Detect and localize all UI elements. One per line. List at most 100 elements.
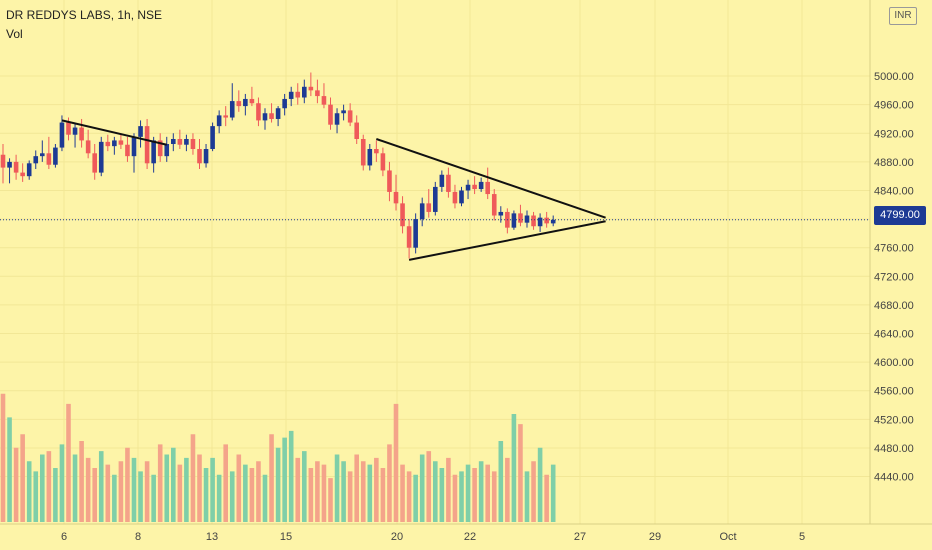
x-tick-label: Oct <box>719 531 736 543</box>
candle-body <box>433 186 438 212</box>
volume-bar <box>485 464 490 522</box>
candle-body <box>367 149 373 166</box>
volume-bar <box>347 471 353 522</box>
volume-bar <box>537 447 543 522</box>
volume-bar <box>328 478 333 522</box>
candle-body <box>302 86 307 98</box>
x-tick-label: 5 <box>799 531 805 543</box>
volume-bar <box>112 474 117 522</box>
volume-bar <box>491 471 497 522</box>
candle-body <box>531 215 536 227</box>
volume-bar <box>20 434 25 522</box>
volume-bar <box>550 464 556 522</box>
y-tick-label: 5000.00 <box>874 71 914 83</box>
volume-bar <box>472 468 477 522</box>
volume-bar <box>282 437 287 522</box>
candle-body <box>66 122 71 135</box>
volume-bar <box>341 461 346 522</box>
volume-bar <box>393 403 399 522</box>
candle-body <box>511 213 517 228</box>
y-tick-label: 4720.00 <box>874 271 914 283</box>
volume-bar <box>138 471 143 522</box>
volume-bar <box>216 474 222 522</box>
y-tick-label: 4480.00 <box>874 443 914 455</box>
symbol-title[interactable]: DR REDDYS LABS, 1h, NSE <box>6 8 163 22</box>
candle-body <box>459 190 464 204</box>
volume-bar <box>157 444 163 522</box>
volume-bar <box>177 464 183 522</box>
y-tick-label: 4920.00 <box>874 128 914 140</box>
volume-bar <box>236 454 242 522</box>
volume-bar <box>269 434 274 522</box>
candle-body <box>334 113 340 125</box>
candle-body <box>79 127 84 141</box>
candle-body <box>20 172 25 177</box>
volume-bar <box>531 461 536 522</box>
candle-body <box>203 149 209 164</box>
candle-body <box>315 90 320 97</box>
candle-body <box>40 153 45 157</box>
y-tick-label: 4760.00 <box>874 243 914 255</box>
volume-bar <box>360 461 366 522</box>
candle-body <box>72 127 78 135</box>
volume-bar <box>374 457 379 522</box>
candle-body <box>118 140 124 145</box>
volume-bar <box>249 468 255 522</box>
candle-body <box>485 181 490 195</box>
volume-bar <box>511 414 517 522</box>
volume-bar <box>26 461 32 522</box>
candle-body <box>105 141 111 147</box>
volume-bar <box>505 457 510 522</box>
volume-bar <box>53 468 58 522</box>
candles <box>0 72 556 259</box>
volume-bar <box>426 451 432 522</box>
volume-bar <box>413 474 418 522</box>
volume-bar <box>40 454 45 522</box>
y-tick-label: 4520.00 <box>874 414 914 426</box>
x-tick-label: 6 <box>61 531 67 543</box>
y-axis[interactable]: 5000.004960.004920.004880.004840.004800.… <box>874 71 914 483</box>
candle-body <box>92 153 97 173</box>
candle-body <box>243 98 248 107</box>
candle-body <box>171 138 176 144</box>
volume-bar <box>33 471 39 522</box>
volume-bar <box>98 451 104 522</box>
volume-bar <box>321 464 327 522</box>
x-axis[interactable]: 6 8 13 15 20 22 27 29 Oct 5 <box>61 531 805 543</box>
candle-body <box>269 113 274 119</box>
candle-body <box>177 138 183 145</box>
volume-bar <box>85 457 91 522</box>
grid-lines <box>0 0 870 524</box>
x-tick-label: 27 <box>574 531 586 543</box>
candle-body <box>478 181 484 190</box>
y-tick-label: 4440.00 <box>874 472 914 484</box>
volume-bar <box>302 451 307 522</box>
volume-bar <box>229 471 235 522</box>
candle-body <box>406 226 412 248</box>
volume-bar <box>354 454 359 522</box>
volume-legend[interactable]: Vol <box>6 27 23 41</box>
candle-body <box>125 144 130 157</box>
x-tick-label: 29 <box>649 531 661 543</box>
volume-bar <box>190 434 196 522</box>
volume-bar <box>79 441 84 522</box>
candle-body <box>184 138 189 145</box>
volume-bar <box>308 468 314 522</box>
volume-bar <box>144 461 150 522</box>
volume-bar <box>151 474 156 522</box>
volume-bar <box>197 454 202 522</box>
volume-bar <box>295 457 301 522</box>
candle-body <box>498 211 504 216</box>
volume-bar <box>125 447 130 522</box>
candle-body <box>223 115 228 118</box>
candle-body <box>413 219 418 248</box>
candle-body <box>33 156 39 164</box>
candle-body <box>249 98 255 104</box>
currency-label[interactable]: INR <box>889 7 917 25</box>
candle-body <box>452 191 458 204</box>
candle-body <box>0 154 6 168</box>
volume-bars <box>0 393 556 522</box>
volume-bar <box>59 444 65 522</box>
volume-bar <box>544 474 549 522</box>
